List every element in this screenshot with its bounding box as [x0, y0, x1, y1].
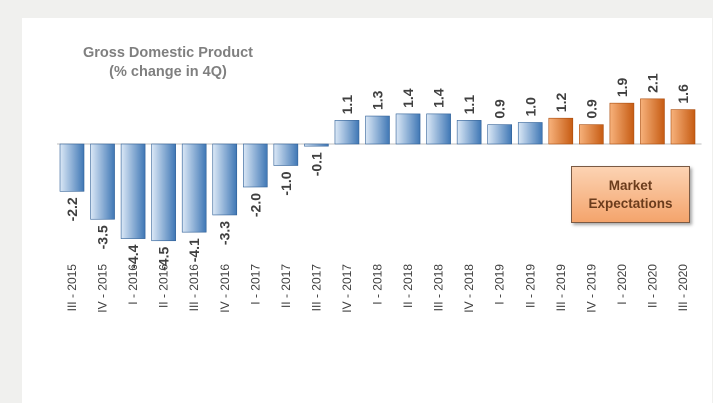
category-label-7: II - 2017 [279, 264, 293, 308]
bar-14 [487, 124, 513, 145]
category-label-14: I - 2019 [493, 264, 507, 305]
bar-7 [273, 143, 299, 166]
bar-18 [609, 102, 635, 145]
category-label-13: IV - 2018 [462, 264, 476, 313]
legend-line-2: Expectations [588, 195, 673, 211]
bar-6 [243, 143, 268, 188]
value-label-11: 1.4 [400, 88, 416, 108]
value-label-16: 1.2 [553, 93, 569, 113]
bars-group [57, 98, 702, 242]
bar-20 [670, 109, 696, 145]
bar-4 [181, 143, 207, 233]
category-label-10: I - 2018 [371, 264, 385, 305]
bar-11 [395, 113, 421, 145]
value-label-1: -3.5 [95, 225, 111, 249]
value-label-9: 1.1 [339, 95, 355, 115]
category-label-0: III - 2015 [65, 264, 79, 312]
category-label-15: II - 2019 [523, 264, 537, 308]
value-label-19: 2.1 [644, 73, 660, 93]
category-label-8: III - 2017 [309, 264, 323, 312]
value-label-0: -2.2 [64, 197, 80, 221]
bar-2 [120, 143, 146, 239]
category-label-3: II - 2016 [157, 264, 171, 308]
bar-8 [304, 143, 329, 147]
category-label-19: II - 2020 [645, 264, 659, 308]
value-label-4: -4.1 [186, 238, 202, 262]
value-label-15: 1.0 [522, 97, 538, 117]
bar-0 [59, 143, 85, 192]
category-label-12: III - 2018 [432, 264, 446, 312]
category-label-18: I - 2020 [615, 264, 629, 305]
chart-title-line-1: Gross Domestic Product [82, 45, 253, 61]
category-label-16: III - 2019 [554, 264, 568, 312]
value-label-3: -4.5 [156, 247, 172, 271]
value-label-8: -0.1 [308, 152, 324, 176]
value-label-18: 1.9 [614, 77, 630, 97]
value-label-14: 0.9 [492, 99, 508, 119]
bar-9 [334, 120, 360, 145]
category-label-6: I - 2017 [248, 264, 262, 305]
category-label-20: III - 2020 [676, 264, 690, 312]
bar-5 [212, 143, 238, 216]
category-label-1: IV - 2015 [96, 264, 110, 313]
category-label-2: I - 2016 [126, 264, 140, 305]
value-label-20: 1.6 [675, 84, 691, 104]
chart-title: Gross Domestic Product (% change in 4Q) [58, 44, 278, 82]
value-label-13: 1.1 [461, 95, 477, 115]
chart-title-line-2: (% change in 4Q) [109, 64, 227, 80]
bar-17 [579, 124, 604, 145]
bar-10 [365, 115, 390, 145]
category-label-4: III - 2016 [187, 264, 201, 312]
legend-line-1: Market [608, 177, 653, 193]
bar-12 [426, 113, 451, 145]
bar-19 [640, 98, 665, 145]
value-label-7: -1.0 [278, 171, 294, 195]
value-label-2: -4.4 [125, 244, 141, 268]
category-label-17: IV - 2019 [584, 264, 598, 313]
bar-1 [90, 143, 115, 220]
bar-15 [517, 122, 543, 145]
value-label-10: 1.3 [370, 90, 386, 110]
category-labels-group: III - 2015 IV - 2015 I - 2016 II - 2016 III … [65, 264, 690, 313]
value-label-6: -2.0 [247, 193, 263, 217]
value-label-5: -3.3 [217, 221, 233, 245]
category-label-11: II - 2018 [401, 264, 415, 308]
bar-13 [456, 120, 482, 145]
bar-16 [548, 117, 574, 145]
value-label-17: 0.9 [583, 99, 599, 119]
category-label-9: IV - 2017 [340, 264, 354, 313]
value-labels-group: -2.2 -3.5 -4.4 -4.5 -4.1 -3.3 -2.0 -1.0 -0.1 1.1 1… [64, 73, 691, 271]
category-label-5: IV - 2016 [218, 264, 232, 313]
value-label-12: 1.4 [431, 88, 447, 108]
bar-3 [151, 143, 176, 242]
market-expectations-legend: Market Expectations [571, 166, 690, 223]
